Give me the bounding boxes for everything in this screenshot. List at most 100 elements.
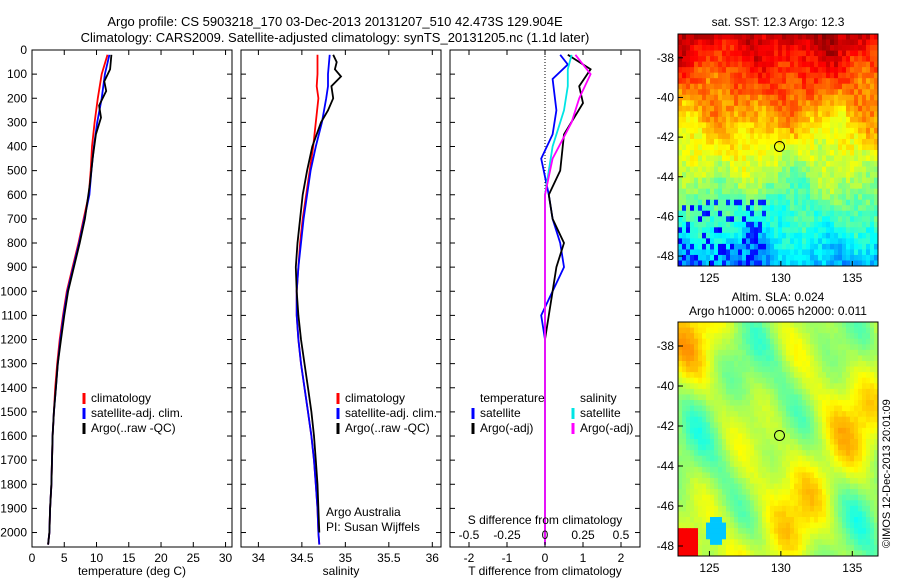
annotation-argo-australia: Argo Australia: [326, 505, 401, 519]
legend-label: climatology: [91, 391, 151, 405]
series-salinity-argo-raw-qc-: [294, 54, 343, 533]
y-tick-label: 900: [7, 260, 27, 274]
legend-label: Argo(-adj): [580, 421, 633, 435]
x-tick-label: -1: [502, 551, 513, 565]
y-tick-label: 1600: [0, 429, 27, 443]
map-x-tick-label: 125: [699, 271, 719, 285]
map-y-tick-label: -46: [657, 209, 675, 223]
y-tick-label: 1200: [0, 333, 27, 347]
map-y-tick-label: -42: [657, 130, 675, 144]
sla-heatmap-cells: [678, 322, 879, 557]
s-tick-label: 0: [542, 528, 549, 542]
y-tick-label: 600: [7, 188, 27, 202]
y-tick-label: 800: [7, 236, 27, 250]
map-y-tick-label: -38: [657, 339, 675, 353]
map-y-tick-label: -48: [657, 249, 675, 263]
map-x-tick-label: 125: [699, 561, 719, 575]
x-tick-label: 5: [61, 551, 68, 565]
x-axis-label: salinity: [323, 564, 360, 578]
x-tick-label: 0: [542, 551, 549, 565]
plot-frame: [31, 49, 233, 548]
x-tick-label: 1: [580, 551, 587, 565]
y-tick-label: 1800: [0, 477, 27, 491]
y-tick-label: 200: [7, 91, 27, 105]
map-y-tick-label: -42: [657, 419, 675, 433]
x-tick-label: 30: [219, 551, 233, 565]
x-tick-label: 20: [154, 551, 168, 565]
footer-stamp: ©IMOS 12-Dec-2013 20:01:09: [881, 399, 893, 548]
x-tick-label: 36: [426, 551, 440, 565]
temperature-panel: 0 5 10 15 20 25 300100200300400500600700800900…: [0, 43, 232, 578]
s-tick-label: 0.5: [613, 528, 630, 542]
map-y-tick-label: -48: [657, 539, 675, 553]
map-y-tick-label: -44: [657, 170, 675, 184]
legend-temperature-title: temperature: [480, 391, 545, 405]
map-y-tick-label: -44: [657, 459, 675, 473]
y-tick-label: 0: [20, 43, 27, 57]
map-y-tick-label: -46: [657, 499, 675, 513]
legend-label: satellite: [580, 406, 621, 420]
map-frame: [677, 33, 879, 267]
series-temperature-argo-raw-qc-: [47, 54, 113, 545]
legend-label: Argo(..raw -QC): [91, 421, 176, 435]
y-tick-label: 2000: [0, 526, 27, 540]
map-x-tick-label: 135: [842, 561, 862, 575]
x-tick-label: 2: [618, 551, 625, 565]
legend-label: satellite: [480, 406, 521, 420]
plot-frame: [240, 49, 442, 548]
title-line-1: Argo profile: CS 5903218_170 03-Dec-2013…: [107, 14, 563, 29]
sla-map-subtitle: Argo h1000: 0.0065 h2000: 0.011: [689, 304, 867, 318]
legend-label: Argo(-adj): [480, 421, 533, 435]
sla-map-panel: 125 130 135 -38 -40 -42 -44 -46 -48 Altim. SLA: 0…: [657, 290, 879, 575]
s-tick-label: -0.25: [493, 528, 521, 542]
y-tick-label: 1000: [0, 284, 27, 298]
x-tick-label: 10: [90, 551, 104, 565]
x-tick-label: -2: [464, 551, 475, 565]
map-y-tick-label: -40: [657, 90, 675, 104]
y-tick-label: 300: [7, 115, 27, 129]
sst-heatmap-cells: [678, 34, 879, 267]
y-tick-label: 1400: [0, 381, 27, 395]
map-frame: [677, 321, 879, 557]
x-tick-label: 15: [122, 551, 136, 565]
x-axis-label: T difference from climatology: [468, 564, 622, 578]
s-tick-label: -0.5: [459, 528, 480, 542]
legend-label: Argo(..raw -QC): [345, 421, 430, 435]
s-tick-label: 0.25: [571, 528, 595, 542]
legend-label: satellite-adj. clim.: [345, 406, 437, 420]
s-axis-label: S difference from climatology: [468, 513, 623, 527]
map-x-tick-label: 135: [842, 271, 862, 285]
y-tick-label: 700: [7, 212, 27, 226]
argo-position-marker: [773, 429, 785, 441]
x-tick-label: 35: [339, 551, 353, 565]
x-tick-label: 34: [252, 551, 266, 565]
x-tick-label: 0: [29, 551, 36, 565]
legend-salinity-title: salinity: [580, 391, 617, 405]
map-y-tick-label: -38: [657, 51, 675, 65]
y-tick-label: 1700: [0, 453, 27, 467]
difference-panel: -2 -1 0 1 2T difference from climatology temp…: [449, 49, 641, 578]
title-line-2: Climatology: CARS2009. Satellite-adjuste…: [81, 30, 590, 45]
map-x-tick-label: 130: [771, 271, 791, 285]
annotation-pi: PI: Susan Wijffels: [326, 520, 420, 534]
y-tick-label: 500: [7, 164, 27, 178]
argo-position-marker: [773, 140, 785, 152]
x-axis-label: temperature (deg C): [78, 564, 186, 578]
y-tick-label: 1500: [0, 405, 27, 419]
y-tick-label: 100: [7, 67, 27, 81]
salinity-panel: 34 34.5 35 35.5 36 salinity climatologysatelli…: [240, 49, 442, 578]
series-difference-argo-adj-: [544, 54, 592, 545]
x-tick-label: 25: [187, 551, 201, 565]
x-tick-label: 35.5: [377, 551, 401, 565]
legend-label: climatology: [345, 391, 405, 405]
map-x-tick-label: 130: [771, 561, 791, 575]
y-tick-label: 1300: [0, 357, 27, 371]
sst-map-title: sat. SST: 12.3 Argo: 12.3: [712, 15, 845, 29]
y-tick-label: 400: [7, 140, 27, 154]
y-tick-label: 1100: [1, 308, 27, 322]
sla-map-title: Altim. SLA: 0.024: [732, 290, 825, 304]
map-y-tick-label: -40: [657, 379, 675, 393]
y-tick-label: 1900: [0, 501, 27, 515]
x-tick-label: 34.5: [290, 551, 314, 565]
